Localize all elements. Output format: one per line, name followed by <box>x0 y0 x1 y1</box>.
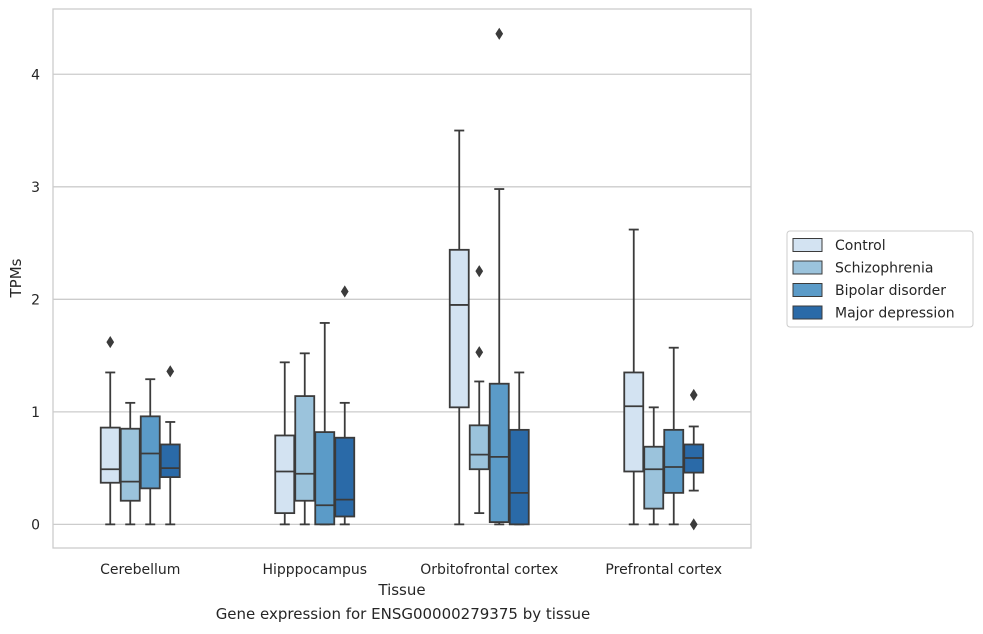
legend-swatch <box>792 238 823 252</box>
x-tick-label: Hipppocampus <box>262 562 367 578</box>
outlier-point <box>166 365 175 378</box>
box-iqr <box>99 426 121 484</box>
legend: Control Schizophrenia Bipolar disorder Majo… <box>786 230 974 328</box>
box-3-0 <box>623 228 645 526</box>
outlier-point <box>106 336 115 349</box>
box-0-2 <box>139 378 161 526</box>
box-iqr <box>334 436 356 518</box>
y-tick-label: 0 <box>31 517 40 533</box>
box-1-2 <box>314 322 336 526</box>
box-iqr <box>448 248 470 409</box>
x-tick-label: Orbitofrontal cortex <box>420 562 558 578</box>
box-iqr <box>314 431 336 526</box>
outlier-point <box>689 388 698 402</box>
box-iqr <box>643 445 665 510</box>
box-0-3 <box>159 365 181 526</box>
box-2-2 <box>488 27 510 526</box>
outlier-point <box>689 518 698 531</box>
legend-frame <box>786 230 974 328</box>
y-tick-label: 1 <box>31 405 40 421</box>
box-3-1 <box>643 406 665 526</box>
box-iqr <box>663 428 685 494</box>
box-0-1 <box>119 401 141 526</box>
legend-label: Schizophrenia <box>835 261 933 277</box>
box-2-0 <box>448 129 470 526</box>
x-tick-label: Cerebellum <box>100 562 180 578</box>
box-iqr <box>274 434 296 515</box>
y-tick-label: 2 <box>31 292 40 308</box>
legend-swatch <box>792 260 823 275</box>
box-iqr <box>139 415 161 490</box>
y-tick-label: 3 <box>31 180 40 196</box>
legend-swatch <box>792 283 823 297</box>
outlier-point <box>340 285 349 298</box>
box-1-3 <box>334 285 356 526</box>
box-iqr <box>159 443 181 479</box>
legend-label: Major depression <box>835 306 955 322</box>
box-3-2 <box>663 346 685 526</box>
chart-caption: Gene expression for ENSG00000279375 by t… <box>215 605 591 623</box>
box-iqr <box>468 424 490 471</box>
y-tick-labels: 0 1 2 3 4 <box>31 67 40 533</box>
outlier-point <box>495 27 504 40</box>
x-axis-title: Tissue <box>377 581 425 599</box>
y-tick-label: 4 <box>31 67 40 83</box>
box-1-0 <box>274 361 296 526</box>
box-iqr <box>508 428 530 526</box>
box-0-0 <box>99 336 121 526</box>
box-iqr <box>294 395 316 502</box>
y-axis-title: TPMs <box>7 258 25 298</box>
box-2-1 <box>468 265 490 515</box>
box-2-3 <box>508 371 530 526</box>
box-iqr <box>119 427 141 502</box>
x-tick-label: Prefrontal cortex <box>605 562 722 578</box>
box-3-3 <box>683 388 705 531</box>
boxes <box>99 27 705 531</box>
plot-area-frame <box>52 8 752 549</box>
box-iqr <box>623 371 645 473</box>
x-tick-labels: Cerebellum Hipppocampus Orbitofrontal cort… <box>100 562 722 578</box>
box-1-1 <box>294 352 316 526</box>
legend-label: Control <box>835 238 886 254</box>
outlier-point <box>475 265 484 278</box>
legend-swatch <box>792 305 823 320</box>
box-iqr <box>488 382 510 524</box>
outlier-point <box>475 346 484 359</box>
legend-label: Bipolar disorder <box>835 283 946 299</box>
